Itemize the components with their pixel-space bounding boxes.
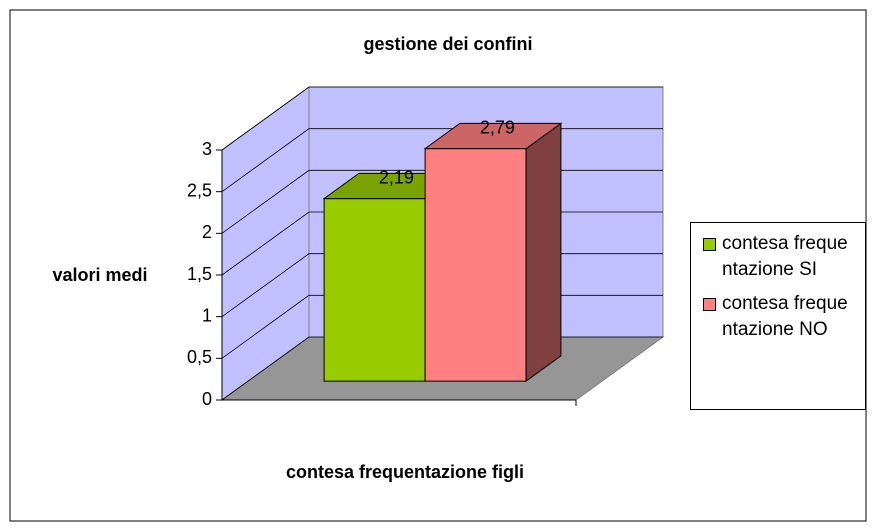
bar-front [424, 148, 527, 382]
legend-label: contesa frequentazione SI [722, 233, 848, 280]
legend-label: contesa frequentazione NO [722, 293, 848, 340]
y-axis-label: valori medi [52, 265, 147, 285]
legend: contesa frequentazione SI contesa frequen… [690, 222, 866, 410]
legend-item: contesa frequentazione NO [703, 291, 861, 343]
y-tick-label: 1 [202, 305, 212, 325]
y-tick-label: 0,5 [187, 347, 212, 367]
bar-front [323, 198, 426, 382]
x-axis-label: contesa frequentazione figli [286, 462, 524, 482]
grid-line [221, 86, 663, 151]
value-label: 2,19 [379, 168, 414, 188]
legend-swatch [703, 298, 716, 311]
legend-swatch [703, 238, 716, 251]
y-tick-label: 0 [202, 389, 212, 409]
chart-title: gestione dei confini [363, 34, 532, 54]
y-tick-label: 3 [202, 139, 212, 159]
bar-side [525, 122, 562, 383]
y-tick-label: 2,5 [187, 180, 212, 200]
y-tick-label: 1,5 [187, 264, 212, 284]
bar-top [423, 122, 563, 150]
value-label: 2,79 [480, 118, 515, 138]
y-tick-label: 2 [202, 222, 212, 242]
legend-item: contesa frequentazione SI [703, 231, 861, 283]
